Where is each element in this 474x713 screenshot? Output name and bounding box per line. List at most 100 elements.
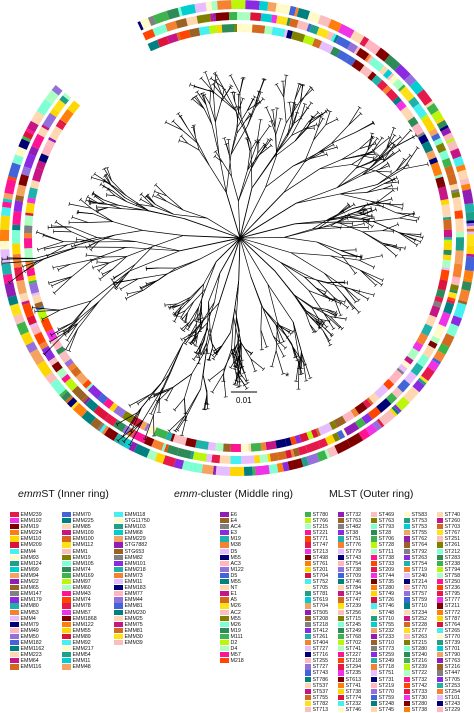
tree-branch xyxy=(340,194,371,201)
legend-swatch xyxy=(437,518,443,523)
legend-label: ST790 xyxy=(445,652,461,658)
tree-branch xyxy=(170,374,192,390)
legend-label: ST740 xyxy=(445,512,461,518)
legend-swatch xyxy=(220,555,229,560)
legend-label: ST229 xyxy=(445,707,461,713)
ring-segment xyxy=(4,179,16,195)
legend-label: ST730 xyxy=(412,695,428,701)
legend-swatch xyxy=(371,652,377,657)
tree-branch xyxy=(368,137,373,151)
legend-label: ST710 xyxy=(379,640,395,646)
tree-branch xyxy=(66,329,78,350)
legend-label: ST732 xyxy=(412,677,428,683)
emmst-title-italic: emm xyxy=(18,488,41,500)
legend-label: ST735 xyxy=(379,579,395,585)
legend-swatch xyxy=(305,652,311,657)
legend-label: ST749 xyxy=(379,591,395,597)
tree-branch xyxy=(346,317,347,321)
legend-label: E6 xyxy=(231,512,237,518)
legend-label: ST746 xyxy=(379,603,395,609)
phylogenetic-tree-figure: 0.01 * xyxy=(0,0,474,480)
legend-label: EMM11 xyxy=(125,579,143,585)
legend-label: ST744 xyxy=(379,573,395,579)
legend-swatch xyxy=(220,640,229,645)
tree-branch xyxy=(268,125,271,127)
legend-swatch xyxy=(338,567,344,572)
tree-branch xyxy=(203,375,207,394)
tree-branch xyxy=(291,253,331,256)
tree-branch xyxy=(97,262,109,263)
tree-branch xyxy=(96,207,108,208)
tree-branch xyxy=(120,287,122,290)
legend-label: ST482 xyxy=(346,524,362,530)
tree-branch xyxy=(310,102,313,104)
legend-swatch xyxy=(404,670,410,675)
tree-branch xyxy=(268,284,293,322)
tree-branch xyxy=(278,343,282,344)
ring-segment xyxy=(443,250,451,256)
legend-label: M218 xyxy=(231,658,244,664)
tree-branch xyxy=(294,295,306,311)
legend-swatch xyxy=(338,634,344,639)
tree-branch xyxy=(382,224,398,230)
legend-label: ST101 xyxy=(445,695,461,701)
tree-branch xyxy=(311,152,323,159)
legend-label: ST243 xyxy=(445,701,461,707)
tree-branch xyxy=(226,155,231,193)
legend-label: EMM89 xyxy=(73,634,91,640)
ring-segment xyxy=(219,455,230,464)
ring-segment xyxy=(12,225,20,231)
legend-label: ST751 xyxy=(346,536,362,542)
legend-swatch xyxy=(338,512,344,517)
legend-swatch xyxy=(220,542,229,547)
legend-swatch xyxy=(10,664,19,669)
legend-swatch xyxy=(305,603,311,608)
legend-label: ST742 xyxy=(412,683,428,689)
legend-swatch xyxy=(62,542,71,547)
legend-label: ST212 xyxy=(445,549,461,555)
tree-branch xyxy=(341,251,362,258)
legend-swatch xyxy=(220,610,229,615)
legend-label: ST537 xyxy=(313,683,329,689)
legend-swatch xyxy=(437,701,443,706)
legend-swatch xyxy=(338,695,344,700)
ring-segment xyxy=(24,238,32,248)
tree-branch xyxy=(309,291,324,314)
tree-branch xyxy=(374,216,375,220)
legend-swatch xyxy=(404,677,410,682)
legend-label: ST263 xyxy=(412,555,428,561)
tree-branch xyxy=(91,271,129,301)
legend-label: EMM94 xyxy=(21,573,39,579)
tree-branch xyxy=(113,256,127,269)
tree-branch xyxy=(88,222,113,223)
legend-swatch xyxy=(114,603,123,608)
legend-swatch xyxy=(437,664,443,669)
tree-branch xyxy=(428,162,429,166)
legend-label: EMM19 xyxy=(21,524,39,530)
legend-swatch xyxy=(62,530,71,535)
legend-label: EMM65 xyxy=(21,585,39,591)
ring-segment xyxy=(231,444,241,452)
tree-branch xyxy=(311,154,327,158)
tree-branch xyxy=(111,278,113,281)
legend-swatch xyxy=(62,616,71,621)
legend-swatch xyxy=(404,518,410,523)
legend-label: EMM110 xyxy=(21,536,42,542)
tree-branch xyxy=(336,223,353,224)
legend-swatch xyxy=(10,634,19,639)
legend-swatch xyxy=(114,628,123,633)
legend-swatch xyxy=(305,689,311,694)
tree-branch xyxy=(422,236,423,240)
legend-swatch xyxy=(10,585,19,590)
ring-segment xyxy=(261,442,267,451)
ring-segment xyxy=(194,2,206,13)
tree-branch xyxy=(276,84,283,97)
legend-label: EMM68 xyxy=(125,530,143,536)
legend-swatch xyxy=(305,683,311,688)
legend-swatch xyxy=(371,536,377,541)
legend-swatch xyxy=(62,555,71,560)
legend-swatch xyxy=(371,585,377,590)
legend-swatch xyxy=(10,561,19,566)
